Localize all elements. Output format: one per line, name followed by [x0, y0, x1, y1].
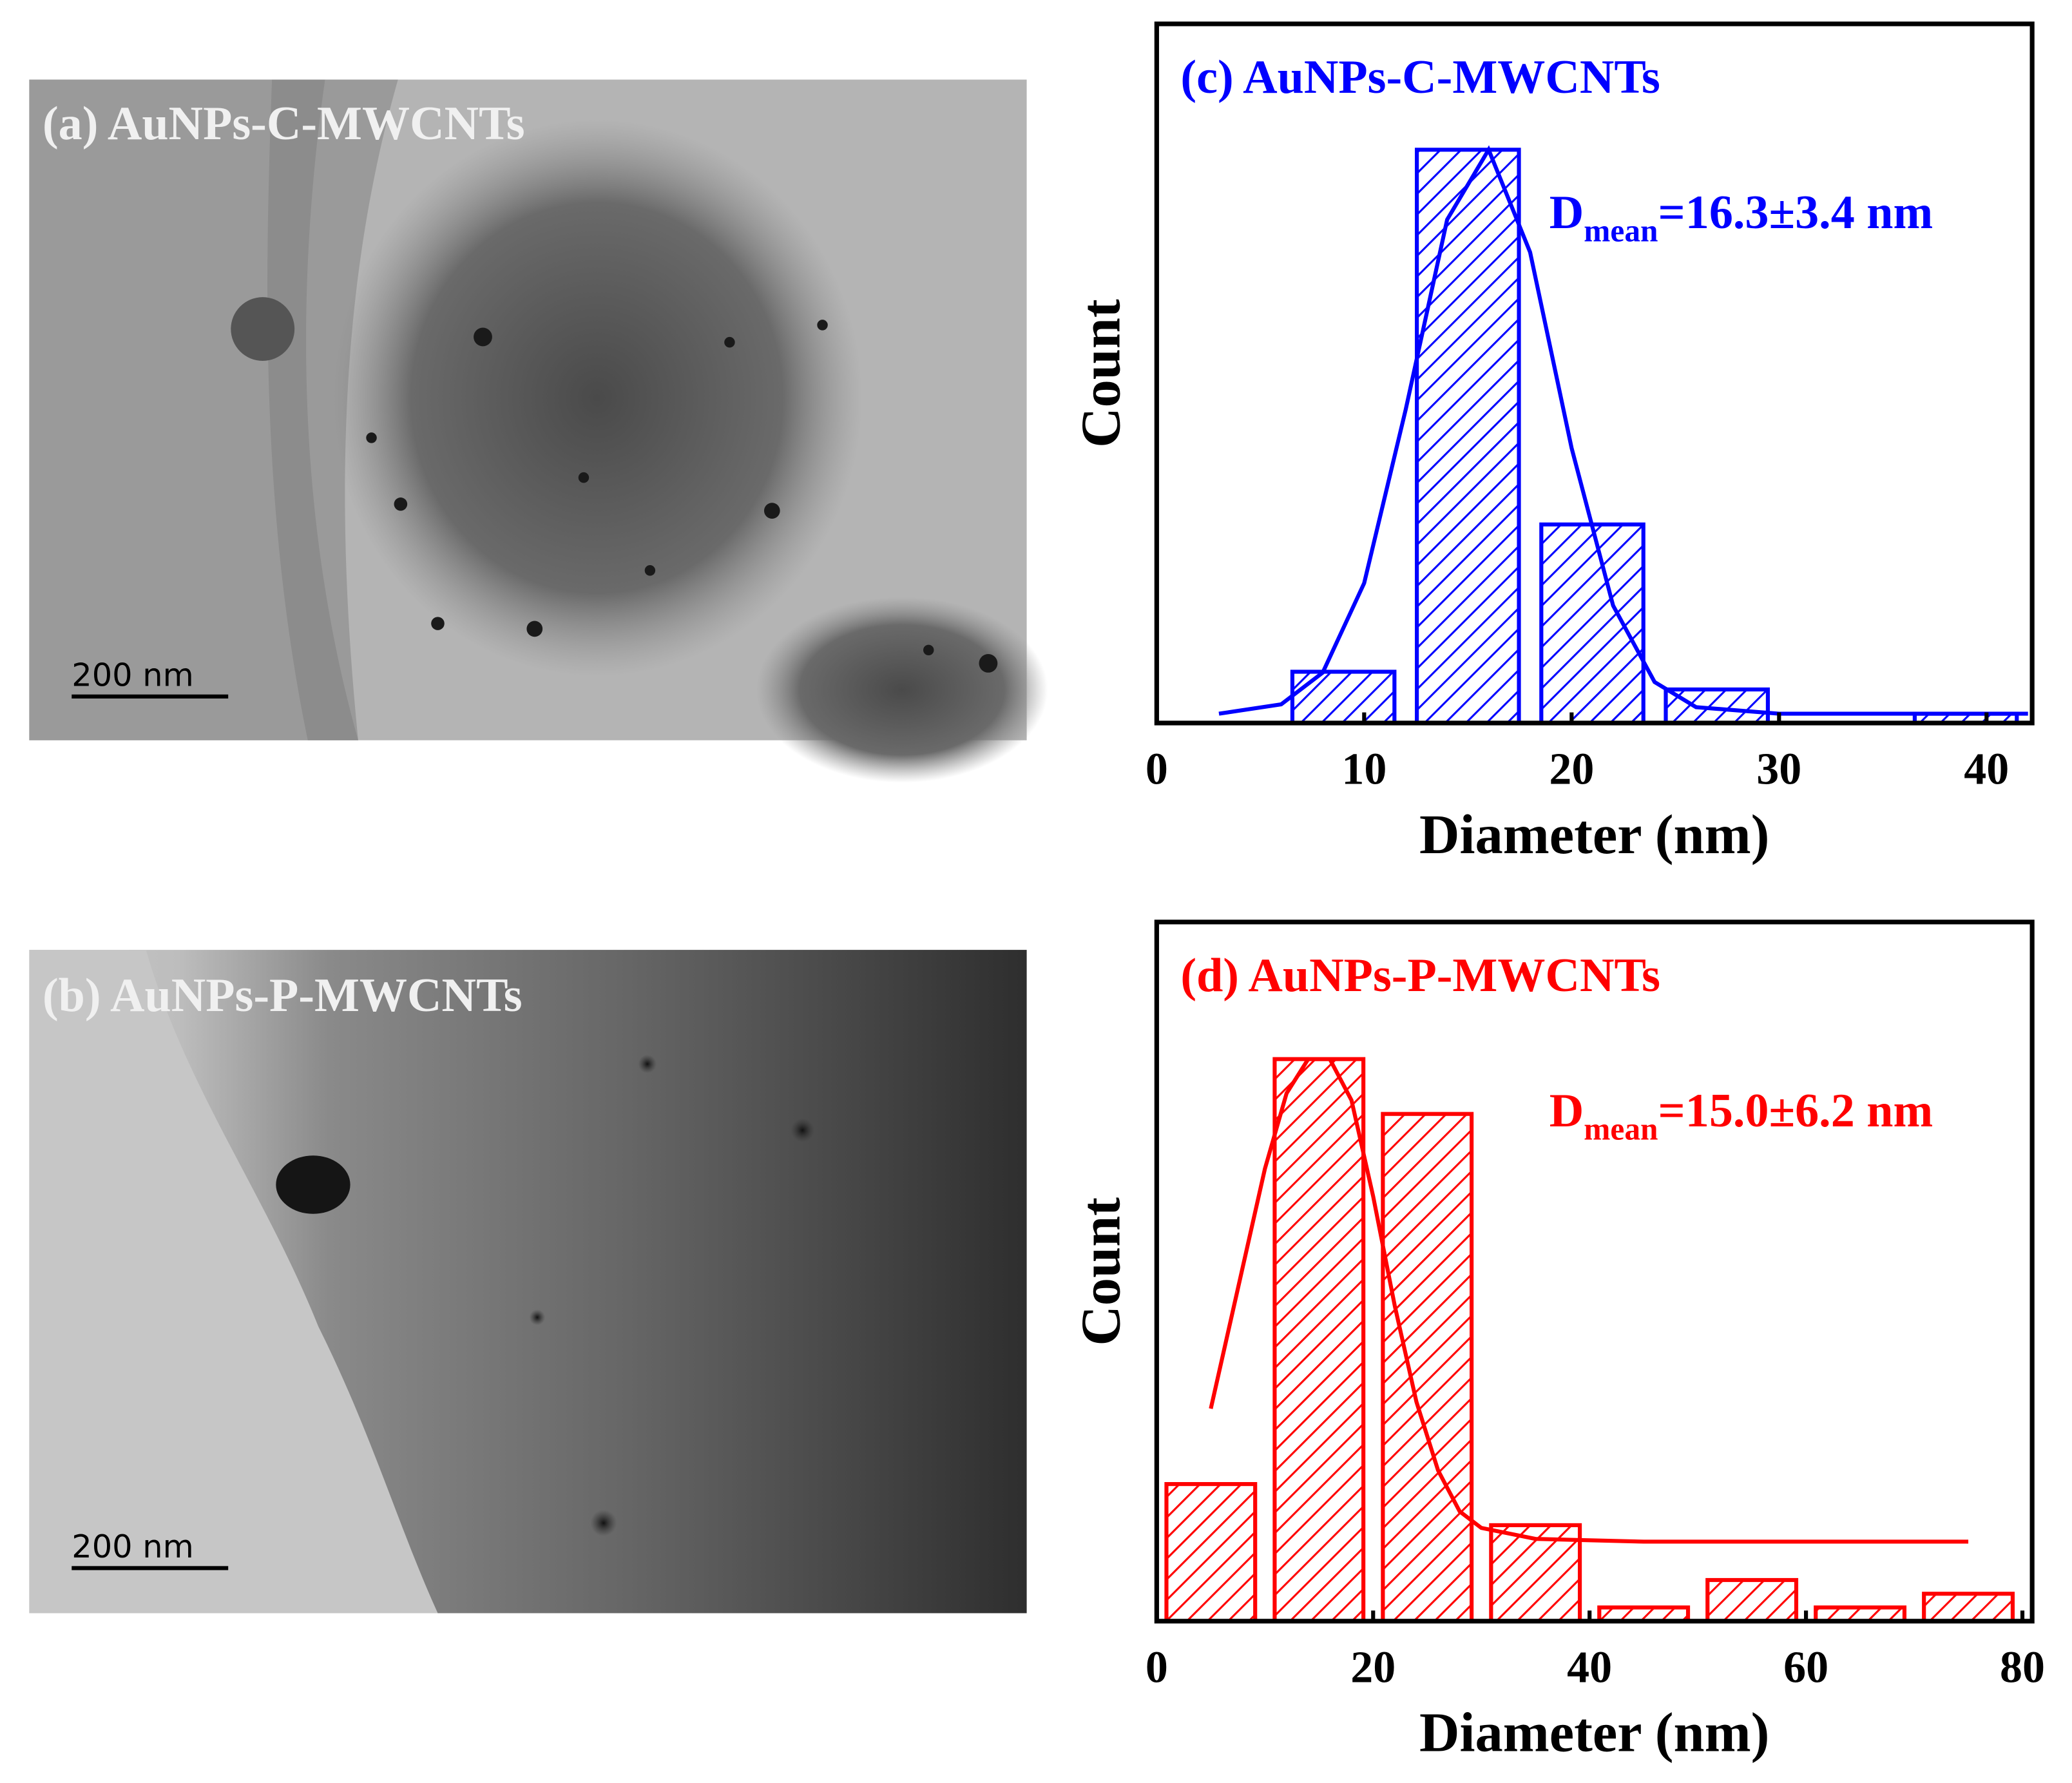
- annotation-text: =16.3±3.4 nm: [1658, 186, 1933, 239]
- histogram-bar: [1415, 148, 1521, 726]
- annotation-subscript: mean: [1584, 213, 1658, 249]
- scale-bar-label: 200 nm: [72, 656, 193, 693]
- vacuum-region: [29, 950, 438, 1614]
- cnt-aggregate: [331, 119, 863, 677]
- particle: [276, 1155, 350, 1214]
- x-tick-label: 30: [1756, 745, 1801, 795]
- x-tick-label: 10: [1341, 745, 1386, 795]
- annotation: Dmean=15.0±6.2 nm: [1549, 1084, 1933, 1147]
- x-tick-label: 40: [1567, 1643, 1612, 1693]
- film-edge: [267, 79, 358, 740]
- x-tick-label: 20: [1549, 745, 1594, 795]
- x-axis-label: Diameter (nm): [1419, 1702, 1769, 1764]
- plot-frame: [1154, 920, 2035, 1624]
- annotation-symbol: D: [1549, 186, 1584, 239]
- chart-title: (d) AuNPs-P-MWCNTs: [1180, 949, 1660, 1002]
- annotation-symbol: D: [1549, 1084, 1584, 1137]
- histogram-bar: [1381, 1112, 1474, 1623]
- annotation-text: =15.0±6.2 nm: [1658, 1084, 1933, 1137]
- chart-title: (c) AuNPs-C-MWCNTs: [1180, 51, 1660, 104]
- y-axis-label: Count: [1070, 299, 1132, 448]
- fit-curve: [1209, 1057, 1969, 1544]
- tem-image-a: (a) AuNPs-C-MWCNTs 200 nm: [29, 79, 1048, 783]
- histogram-bar: [1290, 670, 1397, 726]
- cnt-aggregate: [756, 597, 1048, 783]
- histogram-bar: [1164, 1482, 1258, 1623]
- scale-bar-label: 200 nm: [72, 1528, 193, 1565]
- x-tick-label: 60: [1783, 1643, 1828, 1693]
- tem-image-b: (b) AuNPs-P-MWCNTs 200 nm: [29, 950, 1027, 1614]
- fit-curve: [1218, 145, 2028, 716]
- x-tick-label: 0: [1146, 1643, 1168, 1693]
- panel-label: (a) AuNPs-C-MWCNTs: [43, 97, 525, 150]
- nanoparticles: [529, 1054, 815, 1537]
- x-tick-label: 20: [1350, 1643, 1396, 1693]
- x-axis-label: Diameter (nm): [1419, 804, 1769, 865]
- panel-label: (b) AuNPs-P-MWCNTs: [43, 969, 523, 1022]
- histogram-chart: 0 10 20 30 40 Diameter (nm) Count (c) AuNPs-C-M…: [1070, 21, 2035, 865]
- nanoparticles: [366, 320, 998, 673]
- x-tick-label: 80: [2000, 1643, 2045, 1693]
- histogram-bar: [1922, 1592, 2015, 1623]
- annotation-subscript: mean: [1584, 1111, 1658, 1146]
- histogram-bar: [1539, 522, 1645, 726]
- histogram-bar: [1705, 1577, 1799, 1623]
- annotation: Dmean=16.3±3.4 nm: [1549, 186, 1933, 249]
- histogram-bar: [1272, 1057, 1366, 1623]
- histogram-chart: 0 20 40 60 80 Diameter (nm) Count (d) AuNPs-P-M…: [1070, 920, 2045, 1764]
- histogram-bar: [1664, 687, 1770, 726]
- x-tick-label: 0: [1146, 745, 1168, 795]
- x-tick-label: 40: [1964, 745, 2009, 795]
- y-axis-label: Count: [1070, 1197, 1132, 1346]
- plot-frame: [1154, 21, 2035, 726]
- particle: [231, 297, 295, 361]
